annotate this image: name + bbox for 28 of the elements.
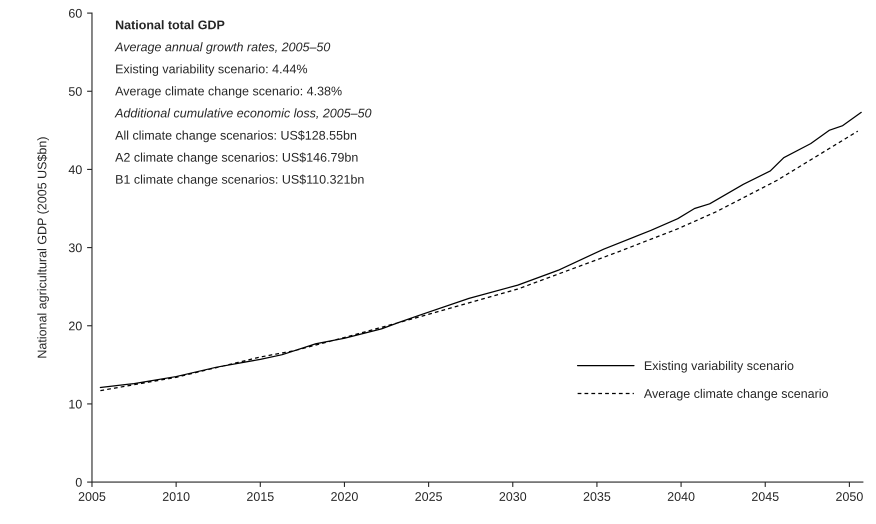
- annotation: All climate change scenarios: US$128.55bn: [115, 130, 356, 142]
- y-tick-label: 0: [76, 478, 82, 487]
- legend-label: Existing variability scenario: [644, 360, 794, 373]
- annotation: Average annual growth rates, 2005–50: [114, 42, 330, 54]
- x-tick-label: 2010: [162, 492, 190, 501]
- chart-title: National total GDP: [116, 20, 224, 30]
- x-tick-label: 2025: [415, 492, 442, 501]
- annotation: Additional cumulative economic loss, 2005–50: [114, 108, 372, 119]
- y-tick-label: 30: [68, 243, 82, 252]
- y-tick-label: 50: [68, 87, 82, 96]
- annotation: B1 climate change scenarios: US$110.321bn: [116, 174, 364, 186]
- y-tick-label: 20: [68, 322, 82, 330]
- legend-label: Average climate change scenario: [644, 388, 828, 400]
- x-tick-label: 2030: [499, 492, 526, 501]
- annotation: A2 climate change scenarios: US$146.79bn: [115, 152, 358, 164]
- y-axis-title: National agricultural GDP (2005 US$bn): [37, 137, 49, 358]
- x-tick-label: 2020: [331, 492, 358, 501]
- x-tick-label: 2015: [247, 492, 274, 501]
- y-tick-label: 10: [69, 400, 82, 409]
- x-tick-label: 2045: [752, 492, 779, 501]
- x-tick-label: 2040: [668, 492, 694, 501]
- y-tick-label: 40: [68, 165, 82, 174]
- x-tick-label: 2035: [584, 492, 610, 501]
- annotation: Average climate change scenario: 4.38%: [115, 86, 342, 98]
- x-tick-label: 2005: [78, 492, 106, 501]
- y-tick-label: 60: [68, 8, 82, 18]
- annotation: Existing variability scenario: 4.44%: [116, 64, 308, 76]
- x-tick-label: 2050: [836, 492, 863, 501]
